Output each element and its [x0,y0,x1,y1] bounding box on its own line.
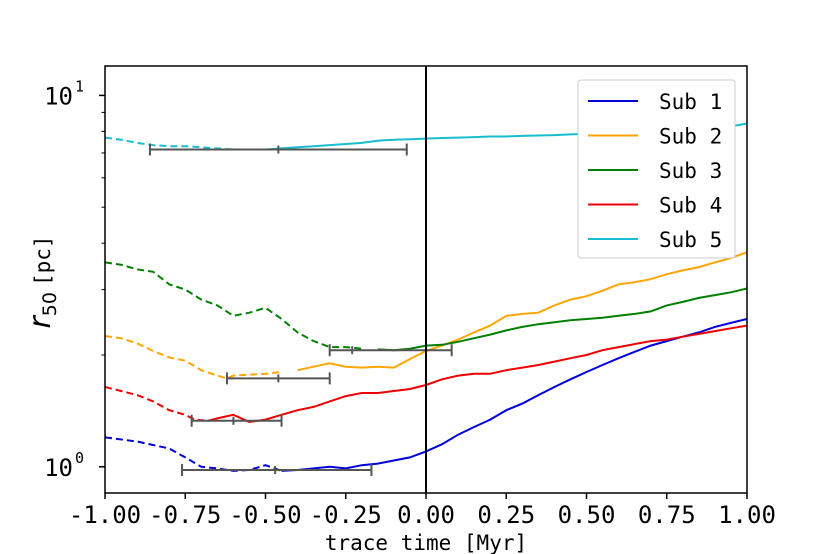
legend-entry-4: Sub 4 [588,194,722,218]
x-tick-label: -0.50 [229,501,301,529]
x-tick-label: 0.25 [477,501,535,529]
y-axis-title-symbol: r [23,315,58,329]
x-tick-label: 0.50 [558,501,616,529]
x-axis-title: trace time [Myr] [325,531,527,554]
series-4-solid-line [207,324,747,424]
legend-label: Sub 4 [659,194,722,218]
series-1-dashed-line [105,436,282,472]
series-5-errorbar [148,143,408,156]
series-3-errorbar [328,344,453,357]
legend-entry-3: Sub 3 [588,159,722,183]
x-tick-label: -0.75 [149,501,221,529]
series-4-errorbar [190,414,283,427]
x-tick-label: 0.75 [638,501,696,529]
legend-label: Sub 5 [659,228,722,252]
x-tick-label: -0.25 [310,501,382,529]
y-axis-title-unit: [pc] [31,235,55,286]
series-1-solid-line [281,318,747,472]
y-axis-title: r50 [pc] [23,235,61,328]
legend: Sub 1 Sub 2 Sub 3 Sub 4 Sub 5 [577,79,736,259]
y-tick-label: 10 [44,82,73,110]
legend-label: Sub 1 [659,90,722,114]
x-tick-label: 0.00 [397,501,455,529]
legend-box [577,79,736,259]
x-tick-label: 1.00 [718,501,776,529]
y-tick-label: 10 [44,454,73,482]
legend-label: Sub 2 [659,125,722,149]
svg-text:r50[pc]: r50 [pc] [23,235,61,328]
y-axis-title-subscript: 50 [39,292,61,316]
legend-entry-5: Sub 5 [588,228,722,252]
series-2-errorbar [225,372,331,385]
legend-entry-2: Sub 2 [588,125,722,149]
x-tick-label: -1.00 [69,501,141,529]
series-1-errorbar [181,464,373,477]
series-2-dashed-line [105,335,282,380]
series-2-solid-line [297,251,747,372]
y-tick-label-exponent: 0 [75,449,84,467]
series-4-dashed-line [105,386,208,422]
legend-entry-1: Sub 1 [588,90,722,114]
legend-label: Sub 3 [659,159,722,183]
y-tick-label-exponent: 1 [75,77,84,95]
series-3-solid-line [377,287,747,352]
